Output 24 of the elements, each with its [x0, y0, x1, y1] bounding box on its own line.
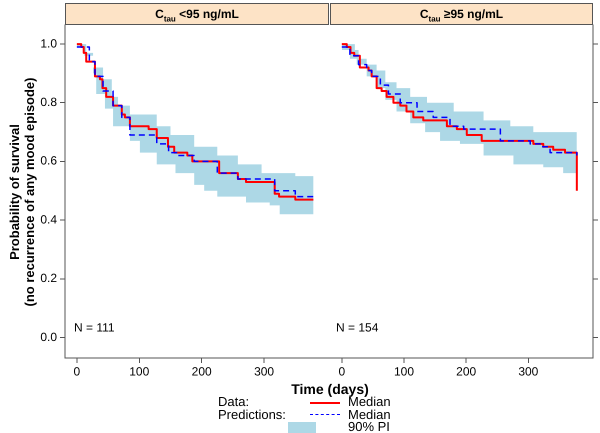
x-tick-label: 100	[129, 364, 150, 379]
x-tick-label: 0	[338, 364, 346, 379]
annotation: N = 111	[74, 320, 115, 334]
x-tick-label: 100	[394, 364, 414, 379]
y-tick-label: 0.0	[40, 330, 58, 344]
y-tick-label: 1.0	[40, 36, 58, 50]
y-tick-label: 0.2	[40, 271, 58, 286]
x-tick-label: 0	[74, 364, 81, 379]
text: Data:	[218, 394, 250, 409]
x-tick-label: 300	[254, 364, 274, 379]
y-tick-label: 0.4	[40, 212, 58, 226]
chart-title: C$_{tau}$ ≥95 ng/mL	[330, 3, 593, 25]
x-tick-label: 200	[192, 364, 212, 379]
chart-title: C$_{tau}$ <95 ng/mL	[65, 3, 329, 25]
x-axis-title: Time (days)	[291, 381, 369, 397]
text: Predictions:	[218, 406, 287, 422]
x-tick-label: 200	[456, 364, 476, 379]
x-tick-label: 300	[518, 364, 539, 379]
text: 90% PI	[348, 419, 390, 433]
y-tick-label: 0.8	[40, 95, 58, 110]
annotation: N = 154	[336, 320, 379, 334]
y-tick-label: 0.6	[40, 154, 58, 168]
y-axis-title: Probability of survival (no recurrence of any mood episode)	[7, 77, 37, 306]
legend-label: Median	[348, 406, 391, 422]
